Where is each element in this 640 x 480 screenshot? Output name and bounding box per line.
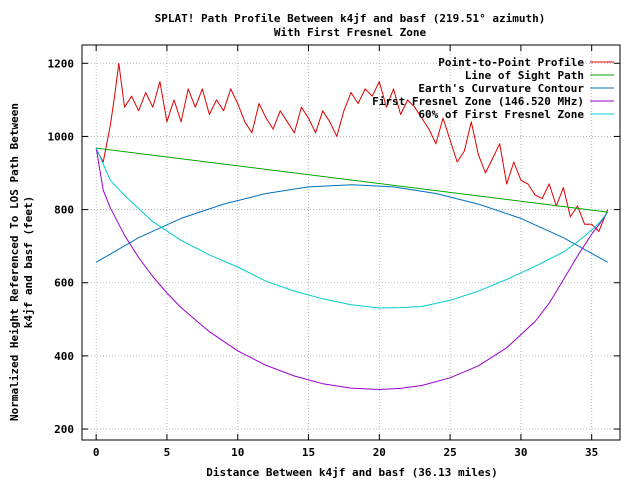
- x-tick-label: 30: [514, 446, 527, 459]
- legend-label: First Fresnel Zone (146.520 MHz): [372, 95, 584, 108]
- chart-subtitle: With First Fresnel Zone: [274, 26, 427, 39]
- series-line-3: [95, 184, 608, 263]
- x-tick-label: 5: [164, 446, 171, 459]
- y-axis-label-line2: k4jf and basf (feet): [22, 196, 35, 328]
- x-tick-label: 15: [302, 446, 315, 459]
- y-tick-label: 600: [54, 277, 74, 290]
- y-tick-label: 1200: [48, 57, 75, 70]
- series-line-5: [95, 147, 609, 309]
- x-tick-label: 20: [373, 446, 386, 459]
- x-tick-label: 35: [585, 446, 598, 459]
- y-tick-label: 400: [54, 350, 74, 363]
- y-tick-label: 800: [54, 204, 74, 217]
- legend-label: Earth's Curvature Contour: [418, 82, 584, 95]
- series-group: [95, 62, 609, 390]
- legend-label: Point-to-Point Profile: [438, 56, 584, 69]
- series-line-1: [95, 62, 609, 232]
- y-tick-label: 200: [54, 423, 74, 436]
- plot-frame: [81, 44, 621, 441]
- x-tick-label: 25: [443, 446, 456, 459]
- y-tick-label: 1000: [48, 130, 75, 143]
- x-axis-label: Distance Between k4jf and basf (36.13 mi…: [206, 466, 497, 479]
- series-line-2: [96, 147, 608, 213]
- x-tick-label: 10: [231, 446, 244, 459]
- series-line-4: [95, 148, 609, 390]
- legend-label: 60% of First Fresnel Zone: [418, 108, 584, 121]
- axis-ticks: 0 5 10 15 20 25 30 35 200 400 600 800 1000 1200: [48, 45, 620, 459]
- legend-label: Line of Sight Path: [465, 69, 584, 82]
- x-tick-label: 0: [93, 446, 100, 459]
- y-axis-label-line1: Normalized Height Referenced To LOS Path…: [8, 103, 21, 421]
- chart-title: SPLAT! Path Profile Between k4jf and bas…: [155, 12, 546, 25]
